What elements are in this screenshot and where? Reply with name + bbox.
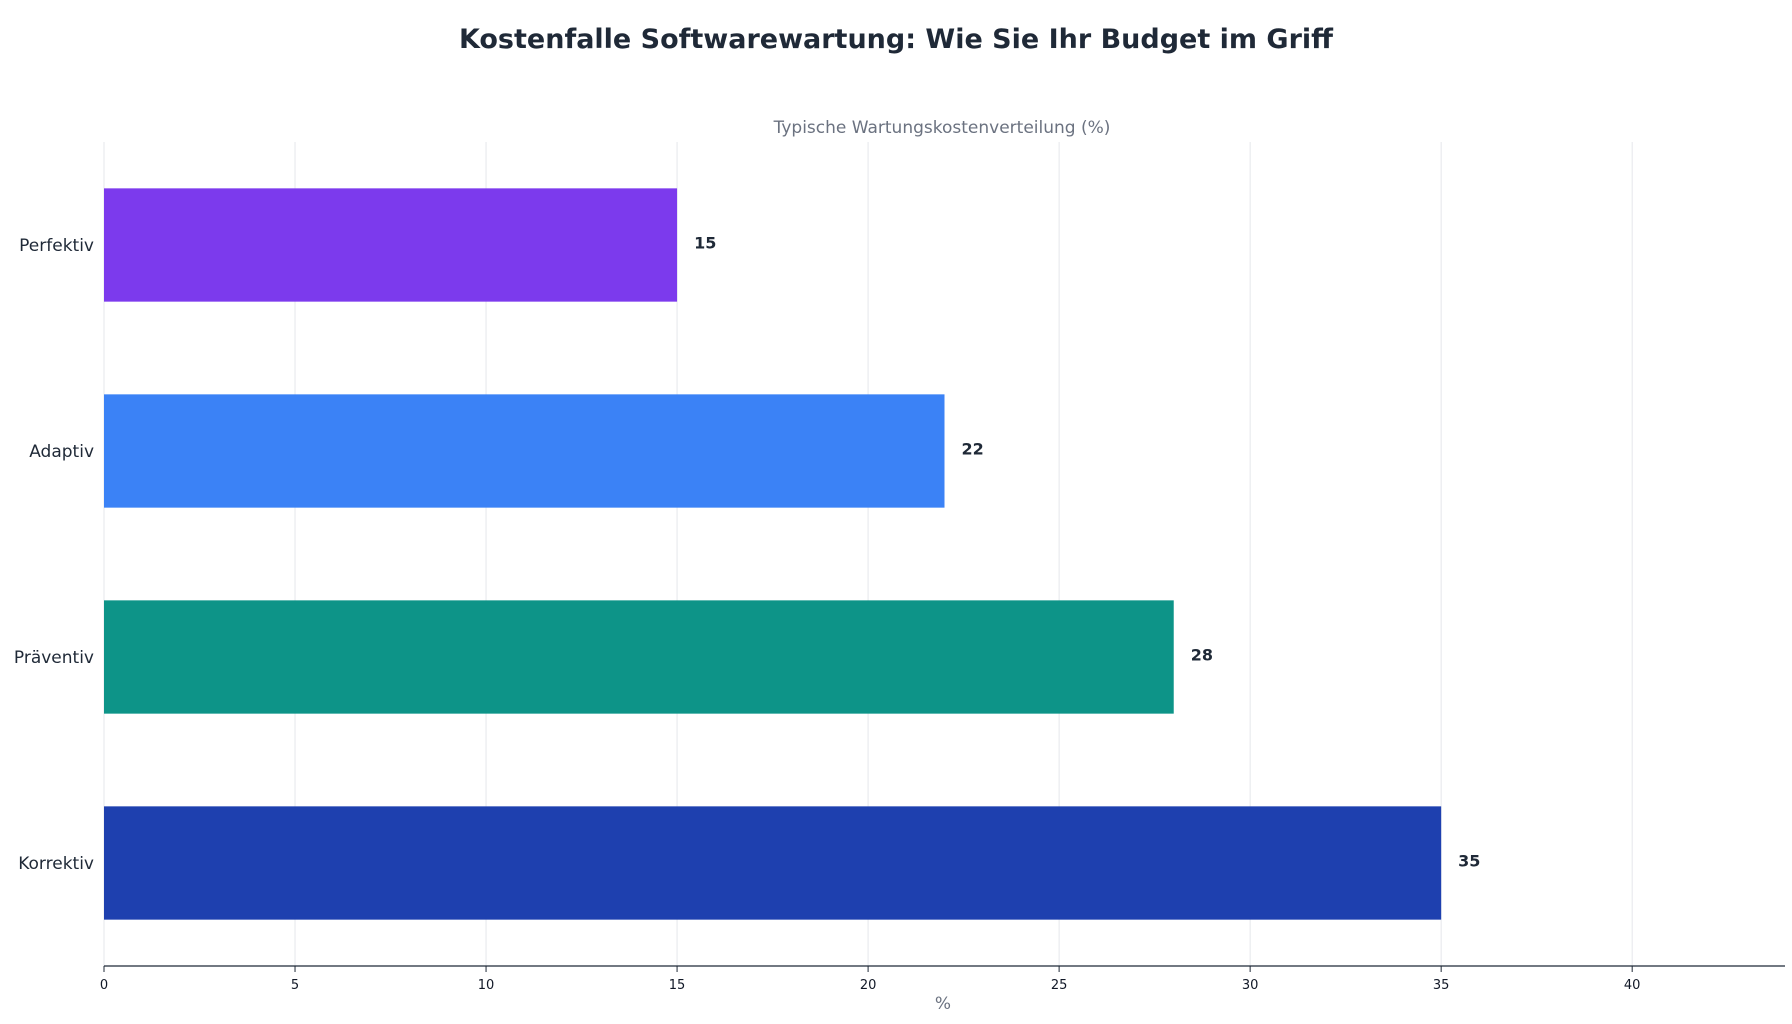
x-axis-ticks: 0 5 10 15 20 25 30 35 40 [100, 966, 1641, 993]
x-tick-label: 35 [1433, 978, 1450, 993]
bar-korrektiv [104, 806, 1442, 920]
bar-adaptiv [104, 394, 945, 508]
data-label: 15 [694, 234, 716, 253]
x-axis-title: % [935, 994, 951, 1014]
bar-perfektiv [104, 188, 678, 302]
x-tick-label: 30 [1242, 978, 1259, 993]
x-tick-label: 25 [1051, 978, 1068, 993]
y-category-label: Adaptiv [29, 442, 94, 462]
data-label: 22 [962, 440, 984, 459]
data-label: 28 [1191, 646, 1213, 665]
chart-subtitle: Typische Wartungskostenverteilung (%) [773, 118, 1111, 138]
bar-präventiv [104, 600, 1174, 714]
y-category-label: Korrektiv [18, 854, 94, 874]
x-tick-label: 0 [100, 978, 108, 993]
chart-title: Kostenfalle Softwarewartung: Wie Sie Ihr… [458, 24, 1334, 55]
data-label: 35 [1458, 852, 1480, 871]
x-tick-label: 20 [860, 978, 877, 993]
bars [104, 188, 1442, 920]
x-tick-label: 10 [478, 978, 495, 993]
x-tick-label: 40 [1624, 978, 1641, 993]
data-labels: 35 28 22 15 [694, 234, 1480, 871]
category-labels: Korrektiv Präventiv Adaptiv Perfektiv [14, 236, 94, 874]
x-tick-label: 5 [291, 978, 299, 993]
x-tick-label: 15 [669, 978, 686, 993]
y-category-label: Perfektiv [19, 236, 94, 256]
y-category-label: Präventiv [14, 648, 94, 668]
